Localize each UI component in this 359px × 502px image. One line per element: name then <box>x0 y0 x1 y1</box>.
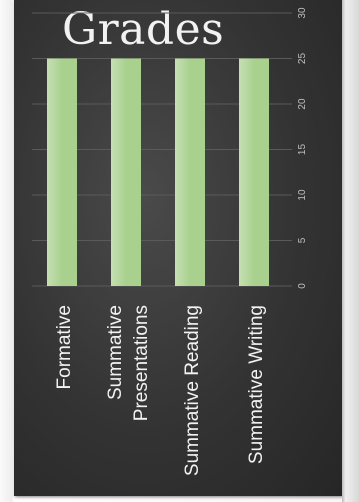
y-tick-label: 30 <box>297 7 308 19</box>
bar <box>111 59 141 287</box>
x-category-label: Formative <box>54 305 75 389</box>
y-tick-label: 0 <box>297 283 308 289</box>
y-tick-label: 15 <box>297 144 308 156</box>
x-category-label: Presentations <box>131 305 152 421</box>
y-tick-label: 25 <box>297 53 308 65</box>
y-tick-label: 10 <box>297 189 308 201</box>
y-tick-label: 5 <box>297 237 308 243</box>
bar <box>47 59 77 287</box>
x-category-label: Summative Reading <box>182 305 203 476</box>
x-category-label: Summative <box>105 305 126 400</box>
bar <box>175 59 205 287</box>
x-category-label: Summative Writing <box>246 305 267 464</box>
y-tick-label: 20 <box>297 98 308 110</box>
bar <box>239 59 269 287</box>
